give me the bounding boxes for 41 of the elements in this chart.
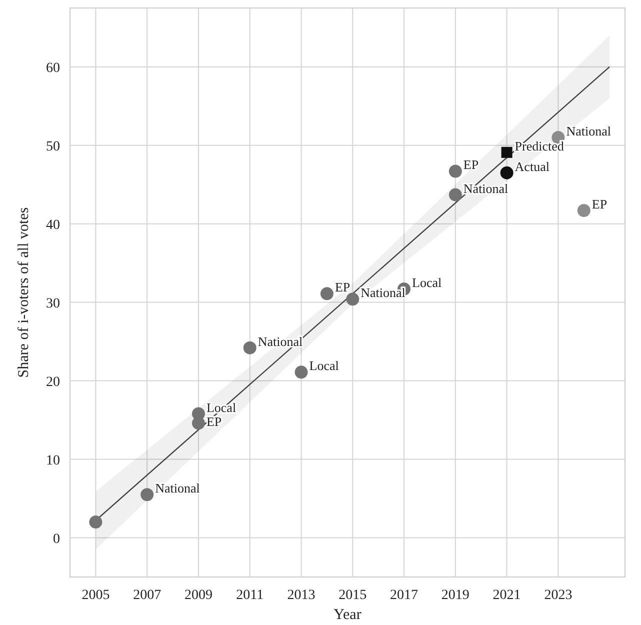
x-tick-label: 2013 (287, 588, 316, 603)
x-tick-label: 2021 (492, 588, 521, 603)
y-tick-label: 20 (46, 374, 60, 390)
point (346, 292, 360, 306)
annotation: National (566, 123, 612, 138)
annotation: Local (412, 274, 442, 290)
x-tick-label: 2017 (390, 588, 418, 603)
point (448, 188, 462, 202)
point (577, 204, 590, 217)
y-tick-label: 30 (46, 296, 60, 312)
annotation: EP (592, 196, 608, 212)
point (320, 287, 334, 300)
point (500, 166, 514, 180)
x-tick-label: 2009 (184, 588, 212, 603)
annotation: Actual (514, 158, 550, 174)
x-tick-label: 2005 (82, 588, 110, 603)
point (89, 516, 102, 529)
y-tick-label: 0 (53, 532, 60, 547)
y-axis-title: Share of i-voters of all votes (16, 207, 32, 378)
annotation: EP (334, 280, 350, 295)
point (294, 366, 308, 379)
annotation: National (155, 480, 200, 496)
point (140, 488, 154, 502)
annotation: EP (463, 157, 479, 172)
x-tick-label: 2023 (544, 588, 572, 603)
x-tick-label: 2019 (441, 588, 470, 603)
point (192, 416, 205, 430)
x-tick-label: 2007 (133, 588, 162, 603)
y-tick-label: 40 (46, 218, 60, 233)
annotation: Local (309, 358, 340, 374)
point (501, 146, 512, 158)
x-tick-label: 2011 (236, 588, 264, 603)
y-tick-label: 60 (46, 60, 60, 76)
x-tick-label: 2015 (338, 588, 367, 603)
y-tick-label: 50 (46, 139, 60, 154)
point (448, 164, 462, 178)
annotation: National (360, 285, 406, 300)
annotation: EP (206, 414, 222, 429)
x-axis-title: Year (334, 607, 362, 623)
point (243, 341, 256, 354)
y-tick-label: 10 (46, 453, 60, 468)
